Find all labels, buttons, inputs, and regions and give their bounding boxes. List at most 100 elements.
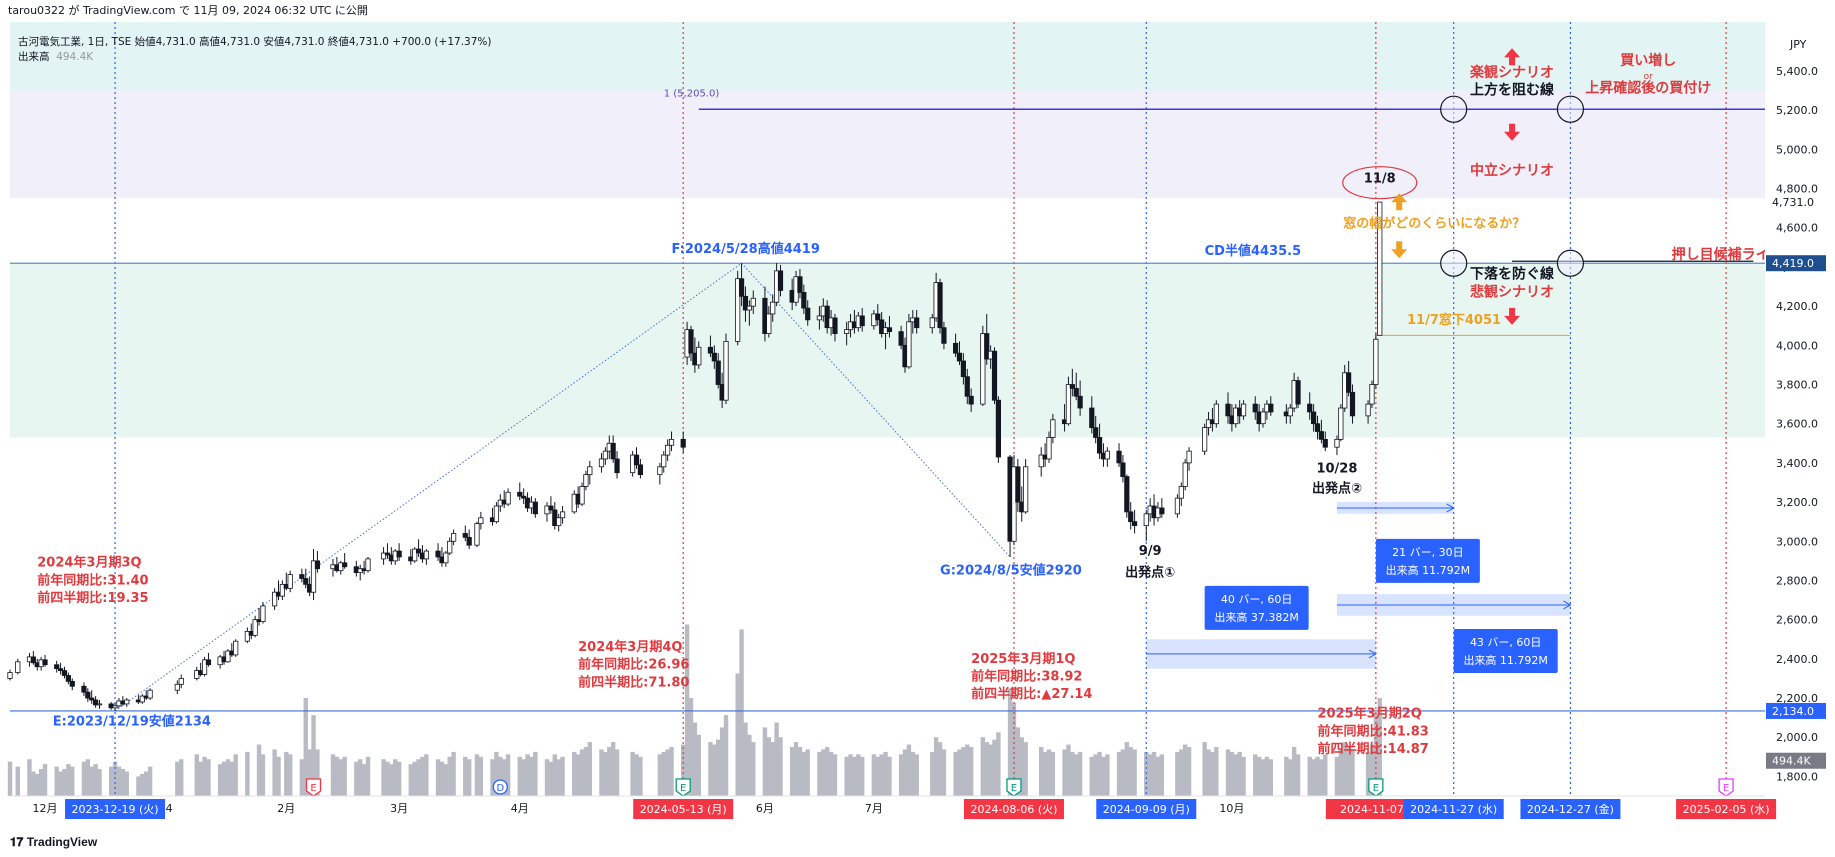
candle-body [96,703,103,706]
y-tick-label: 3,800.0 [1776,379,1818,392]
candle-body [548,505,554,511]
price-tag-label: 2,134.0 [1772,705,1814,718]
volume-bar [1015,727,1021,796]
volume-bar [1206,749,1211,796]
candle-body [937,282,943,329]
candle-body [1065,384,1072,425]
candle-body [875,313,881,321]
candle-body [1069,384,1075,389]
candle-body [1287,407,1293,417]
annotation-text: 10/28 [1316,462,1357,477]
volume-bar [505,754,511,796]
volume-bar [147,766,153,796]
marker-label: E [310,783,316,794]
annotation-text: 買い増し [1620,52,1676,69]
candle-body [960,360,966,378]
volume-bar [315,749,320,796]
date-tag-label: 2024-05-13 (月) [640,803,727,816]
candle-body [15,661,21,673]
volume-bar [743,722,748,796]
annotation-text: F:2024/5/28高値4419 [672,241,820,257]
horizontal-lines-layer [10,108,1765,712]
volume-bar [603,751,608,796]
candle-body [447,540,453,554]
volume-bar [957,749,962,796]
range-tag-line1: 40 バー, 60日 [1221,593,1292,606]
volume-bar [805,749,810,796]
candle-body [1307,403,1313,413]
y-tick-label: 1,800.0 [1776,770,1818,783]
date-tag-2 [963,799,1064,819]
volume-bar [871,754,877,796]
annotation-text: 楽観シナリオ [1469,64,1554,81]
volume-bar [1120,749,1126,796]
volume-bar [260,754,266,796]
volume-bar [1182,744,1188,796]
volume-bar [7,761,13,796]
candle-body [661,454,667,468]
candle-body [777,270,784,291]
volume-bar [953,751,958,796]
range-tag-line2: 出来高 37.382M [1214,610,1298,624]
volume-label: 出来高 [18,51,50,63]
volume-bar [198,761,203,796]
volume-bar [389,764,394,796]
candle-body [1240,403,1247,417]
volume-bar [1202,742,1207,796]
volume-bar [661,751,666,796]
range-arrowhead-0 [1446,503,1455,513]
price-tag-label: 494.4K [1772,755,1811,768]
volume-bar [1284,756,1289,796]
volume-bar [221,761,227,796]
range-tag-line1: 43 バー, 60日 [1470,636,1541,649]
candle-body [1252,403,1258,413]
volume-bar [194,754,199,796]
volume-bar [202,756,207,796]
y-tick-label: 2,800.0 [1776,574,1818,587]
volume-bar [898,754,904,796]
volume-bar [420,756,425,796]
candle-body [696,346,702,366]
range-tag-line1: 21 バー, 30日 [1392,546,1463,559]
volume-bar [85,759,91,796]
date-tag-4 [1325,799,1426,819]
y-tick-label: 2,400.0 [1776,653,1818,666]
tradingview-logo[interactable]: 𝟏𝟕 TradingView [10,835,97,850]
volume-bar [988,744,993,796]
annotation-text: CD半値4435.5 [1205,243,1302,259]
volume-bar [1155,756,1161,796]
volume-bar [330,754,336,796]
candle-body [412,548,418,562]
candle-body [139,695,145,703]
candle-body [310,560,317,593]
volume-bar [447,756,452,796]
date-tag-0 [65,799,166,819]
volume-bar [393,759,398,796]
candle-body [1225,403,1231,417]
candle-body [299,574,305,579]
volume-bar [817,751,822,796]
volume-bar [385,761,390,796]
logo-mark-icon: 𝟏𝟕 [10,835,27,849]
volume-bar [412,761,417,796]
volume-bar [1066,744,1071,796]
candle-body [610,442,616,460]
volume-bar [284,751,289,796]
volume-bar [521,759,526,796]
volume-bar [1229,751,1235,796]
publish-line: tarou0322 が TradingView.com で 11月 09, 20… [8,4,368,17]
candle-body [314,560,321,570]
candle-body [7,672,13,679]
candle-body [1268,403,1274,413]
volume-bar [875,756,880,796]
candle-body [1116,450,1122,464]
annotation-text: 2024年3月期4Q [578,639,682,655]
price-tag-2 [1766,702,1826,719]
candle-body [556,517,562,526]
volume-bar [272,749,277,796]
annotation-text: or [1644,72,1654,82]
volume-bar [439,761,445,796]
candles-layer [7,201,1383,711]
